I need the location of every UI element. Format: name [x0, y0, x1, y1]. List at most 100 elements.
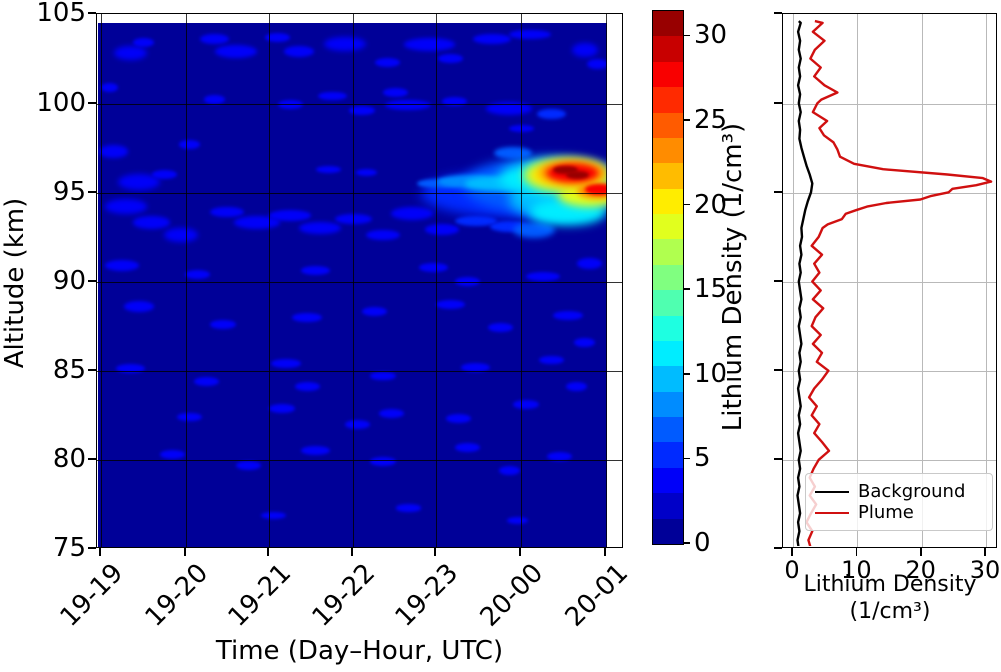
heatmap-blob — [300, 266, 331, 276]
profile-vertical-gridline — [921, 14, 923, 547]
plume-line — [805, 19, 993, 546]
heatmap-blob — [574, 337, 596, 347]
plume-line-swatch-icon — [815, 511, 849, 514]
legend-label-background: Background — [858, 480, 966, 502]
main-heatmap-axes — [96, 13, 623, 548]
heatmap-blob — [454, 277, 480, 286]
heatmap-blob — [284, 46, 314, 57]
heatmap-blob — [526, 271, 560, 281]
heatmap-blob — [547, 451, 573, 461]
colorbar-tick-label: 0 — [694, 528, 711, 558]
heatmap-blob — [446, 414, 472, 424]
heatmap-blob — [382, 88, 409, 97]
heatmap-blob — [488, 323, 514, 333]
heatmap-blob — [105, 199, 148, 214]
colorbar-band — [653, 239, 683, 265]
heatmap-blob — [117, 173, 160, 190]
heatmap-blob — [210, 319, 236, 329]
heatmap-blob — [566, 382, 588, 392]
heatmap-blob — [315, 165, 341, 173]
profile-x-tick — [791, 548, 793, 556]
heatmap-blob — [185, 269, 211, 279]
colorbar-tick-label: 5 — [694, 443, 711, 474]
heatmap-blob — [132, 216, 171, 229]
profile-horizontal-gridline — [783, 371, 996, 372]
colorbar-band — [653, 290, 683, 316]
profile-y-tick — [774, 369, 782, 371]
heatmap-blob — [418, 262, 449, 272]
profile-x-axis-label-line2: (1/cm³) — [849, 599, 931, 624]
main-x-tick — [184, 548, 186, 556]
heatmap-blob — [115, 364, 146, 374]
background-line — [796, 20, 814, 546]
heatmap-blob — [454, 442, 480, 452]
main-y-tick — [88, 458, 96, 460]
colorbar-label: Lithium Density (1/cm³) — [718, 122, 748, 432]
heatmap-blob — [132, 38, 154, 47]
heatmap-blob — [324, 37, 367, 52]
heatmap-blob — [509, 124, 535, 132]
main-x-tick — [267, 548, 269, 556]
profile-vertical-gridline — [793, 14, 794, 547]
heatmap-blob — [361, 307, 388, 317]
profile-x-tick-label: 30 — [969, 556, 1001, 584]
profile-lines-svg — [796, 19, 993, 546]
main-x-tick — [351, 548, 353, 556]
heatmap-blob — [113, 46, 148, 61]
heatmap-blob — [164, 228, 198, 243]
profile-horizontal-gridline — [783, 282, 996, 283]
colorbar-band — [653, 467, 683, 494]
heatmap-blob — [370, 371, 396, 381]
main-x-tick — [604, 548, 606, 556]
heatmap-blob — [460, 362, 491, 372]
profile-x-axis-label-line1: Lithium Density — [803, 572, 977, 597]
heatmap-blob — [572, 42, 598, 57]
main-x-tick — [434, 548, 436, 556]
colorbar-tick-label: 30 — [694, 20, 728, 51]
main-y-tick — [88, 280, 96, 282]
heatmap-blob — [553, 310, 583, 320]
profile-x-tick — [919, 548, 922, 556]
main-y-axis-label: Altitude (km) — [0, 197, 30, 369]
heatmap-blob — [265, 32, 291, 42]
heatmap-blob — [404, 38, 455, 51]
colorbar-band — [653, 36, 683, 62]
heatmap-blob — [538, 355, 564, 365]
profile-y-tick — [774, 102, 782, 104]
heatmap-blob — [395, 504, 421, 512]
profile-gridlines — [783, 14, 996, 547]
background-line-swatch-icon — [815, 490, 849, 493]
profile-x-tick-label: 10 — [841, 556, 872, 584]
colorbar-band — [653, 417, 683, 443]
heatmap-blob — [490, 220, 529, 232]
heatmap-blob — [587, 58, 607, 70]
colorbar-band — [653, 493, 683, 519]
heatmap-blob — [298, 221, 341, 235]
heatmap-blob — [294, 382, 320, 392]
heatmap-blob — [345, 419, 371, 429]
heatmap-blob — [193, 376, 219, 386]
profile-horizontal-gridline — [783, 104, 996, 105]
colorbar-tick — [683, 119, 690, 121]
profile-x-tick-label: 0 — [784, 556, 800, 584]
heatmap-blob — [486, 102, 533, 115]
legend-entry-plume: Plume — [815, 501, 983, 523]
heatmap-blob — [425, 224, 459, 236]
colorbar-band — [653, 163, 683, 189]
profile-x-tick — [855, 548, 858, 556]
colorbar-tick-label: 20 — [694, 189, 728, 220]
legend: Background Plume — [805, 473, 993, 531]
heatmap-blob — [199, 33, 230, 45]
heatmap-blob — [277, 100, 303, 110]
colorbar-band — [653, 87, 683, 113]
colorbar-band — [653, 112, 683, 138]
heatmap-blob — [391, 207, 434, 220]
heatmap-blob — [576, 258, 602, 269]
heatmap-blob — [260, 511, 287, 519]
colorbar-tick — [683, 373, 690, 375]
heatmap-blob — [349, 105, 375, 115]
colorbar-band — [653, 366, 683, 392]
profile-y-tick — [774, 458, 782, 460]
legend-label-plume: Plume — [858, 501, 914, 523]
